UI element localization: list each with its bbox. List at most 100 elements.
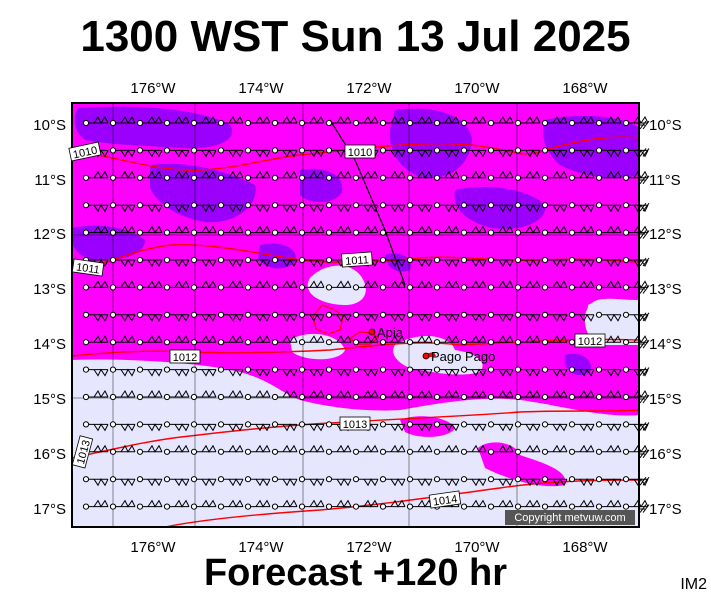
wind-barb bbox=[217, 335, 244, 346]
wind-barb bbox=[595, 256, 622, 267]
wind-barb bbox=[406, 147, 433, 158]
wind-barb bbox=[190, 170, 217, 181]
wind-barb bbox=[136, 421, 163, 432]
wind-barb bbox=[541, 499, 568, 510]
trough-line bbox=[329, 119, 406, 286]
wind-barb bbox=[352, 280, 379, 291]
wind-barb bbox=[406, 202, 433, 213]
wind-barb bbox=[325, 366, 352, 377]
lat-label-left: 10°S bbox=[33, 117, 66, 134]
wind-barb bbox=[163, 335, 190, 346]
wind-barb bbox=[217, 421, 244, 432]
wind-barb bbox=[163, 476, 190, 487]
wind-barb bbox=[433, 170, 460, 181]
wind-barb bbox=[514, 225, 541, 236]
svg-text:1012: 1012 bbox=[173, 352, 197, 364]
wind-barb bbox=[244, 366, 271, 377]
wind-barb bbox=[541, 421, 568, 432]
wind-barb bbox=[109, 499, 136, 510]
wind-barb bbox=[514, 256, 541, 267]
wind-barb bbox=[352, 366, 379, 377]
wind-barb bbox=[595, 147, 622, 158]
wind-barb bbox=[298, 335, 325, 346]
wind-barb bbox=[163, 256, 190, 267]
wind-barb bbox=[271, 170, 298, 181]
wind-barb bbox=[568, 280, 595, 291]
wind-barb bbox=[595, 476, 622, 487]
edge-barb bbox=[639, 476, 650, 486]
wind-barb bbox=[541, 311, 568, 322]
wind-barb bbox=[109, 390, 136, 401]
wind-barb bbox=[325, 202, 352, 213]
wind-barb bbox=[163, 421, 190, 432]
wind-barb bbox=[136, 170, 163, 181]
wind-barb bbox=[460, 444, 487, 455]
copyright-background bbox=[505, 510, 635, 525]
wind-barb bbox=[541, 476, 568, 487]
wind-barb bbox=[271, 280, 298, 291]
wind-barb bbox=[82, 225, 109, 236]
wind-barb bbox=[514, 444, 541, 455]
wind-barb bbox=[82, 421, 109, 432]
wind-barb bbox=[163, 280, 190, 291]
wind-barb bbox=[379, 116, 406, 127]
wind-barb bbox=[595, 499, 622, 510]
wind-barb bbox=[244, 256, 271, 267]
place-apia: Apia bbox=[368, 325, 404, 340]
light-rain-hole bbox=[393, 335, 483, 375]
wind-barb bbox=[379, 147, 406, 158]
wind-barb bbox=[217, 476, 244, 487]
wind-barb bbox=[406, 256, 433, 267]
wind-barb bbox=[433, 202, 460, 213]
wind-barb bbox=[460, 311, 487, 322]
wind-barb bbox=[298, 421, 325, 432]
wind-barb bbox=[109, 280, 136, 291]
wind-barb bbox=[514, 476, 541, 487]
edge-barb bbox=[639, 312, 650, 322]
lat-label-right: 12°S bbox=[649, 226, 682, 243]
wind-barb bbox=[244, 335, 271, 346]
wind-barb bbox=[433, 225, 460, 236]
lon-label-top: 172°W bbox=[346, 80, 392, 97]
edge-barb bbox=[639, 367, 650, 376]
wind-barb bbox=[514, 390, 541, 401]
wind-barb bbox=[433, 335, 460, 346]
wind-barb bbox=[541, 147, 568, 158]
wind-barb bbox=[433, 147, 460, 158]
moderate-rain-patch-southeast bbox=[478, 442, 566, 487]
wind-barb bbox=[460, 366, 487, 377]
wind-barb bbox=[595, 280, 622, 291]
wind-barb bbox=[217, 280, 244, 291]
wind-barb bbox=[190, 280, 217, 291]
svg-text:1013: 1013 bbox=[343, 419, 367, 431]
map-title: 1300 WST Sun 13 Jul 2025 bbox=[80, 12, 631, 61]
wind-barb bbox=[298, 147, 325, 158]
savaii-island bbox=[312, 304, 344, 335]
wind-barb bbox=[298, 476, 325, 487]
wind-barb bbox=[541, 366, 568, 377]
wind-barb bbox=[595, 170, 622, 181]
map-frame bbox=[71, 102, 640, 528]
wind-barb bbox=[298, 225, 325, 236]
wind-barb bbox=[352, 499, 379, 510]
wind-barb bbox=[568, 147, 595, 158]
wind-barb bbox=[136, 390, 163, 401]
wind-barb bbox=[217, 147, 244, 158]
lat-label-left: 13°S bbox=[33, 281, 66, 298]
wind-barb bbox=[244, 311, 271, 322]
wind-barb bbox=[406, 390, 433, 401]
wind-barb bbox=[244, 499, 271, 510]
wind-barb bbox=[163, 225, 190, 236]
pago-pago-label: Pago Pago bbox=[431, 349, 495, 364]
wind-barb bbox=[136, 147, 163, 158]
isobar-label: 1013 bbox=[339, 416, 371, 431]
lon-label-top: 174°W bbox=[238, 80, 284, 97]
wind-barb bbox=[595, 444, 622, 455]
wind-barb bbox=[244, 170, 271, 181]
wind-barb bbox=[568, 225, 595, 236]
isobar-label: 1011 bbox=[341, 251, 373, 268]
svg-text:1010: 1010 bbox=[348, 147, 372, 159]
wind-barb bbox=[379, 170, 406, 181]
wind-barb bbox=[271, 476, 298, 487]
